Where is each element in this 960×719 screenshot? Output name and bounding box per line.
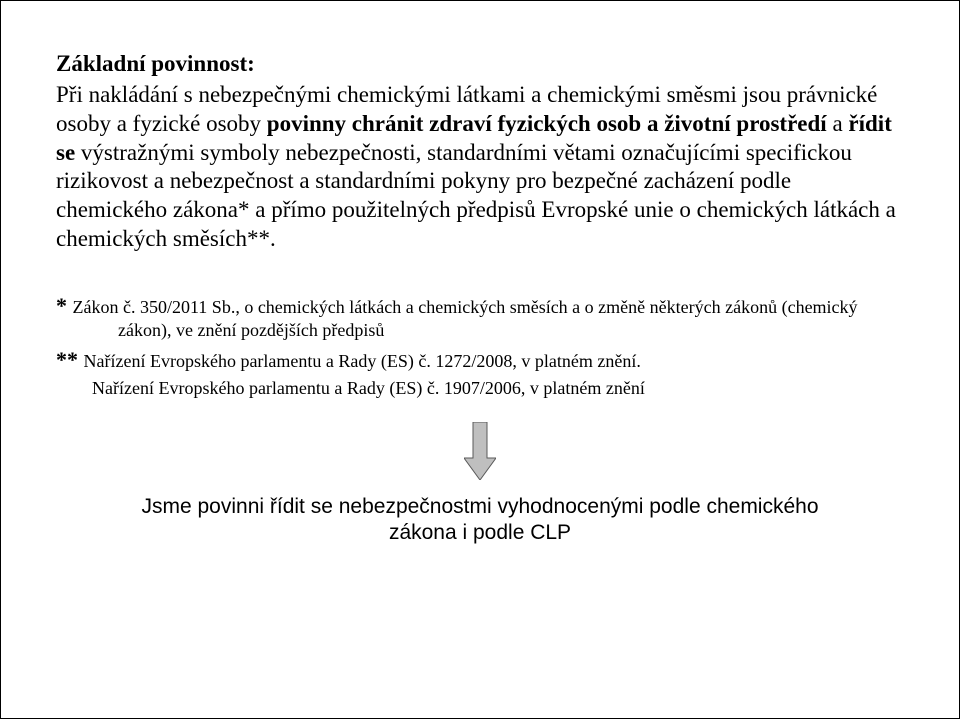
footnote-2-text: Nařízení Evropského parlamentu a Rady (E…	[84, 351, 641, 371]
heading: Základní povinnost:	[56, 51, 904, 77]
para-mid: a	[827, 111, 849, 136]
footnote-1-text: Zákon č. 350/2011 Sb., o chemických látk…	[73, 297, 858, 341]
main-paragraph: Při nakládání s nebezpečnými chemickými …	[56, 81, 904, 254]
down-arrow-icon	[464, 422, 496, 480]
para-bold-1: povinny chránit zdraví fyzických osob a …	[267, 111, 827, 136]
footnote-2-star: **	[56, 347, 84, 372]
para-suffix: výstražnými symboly nebezpečnosti, stand…	[56, 140, 896, 251]
document-body: Základní povinnost: Při nakládání s nebe…	[1, 1, 959, 547]
arrow-container	[56, 422, 904, 480]
footnote-2: ** Nařízení Evropského parlamentu a Rady…	[56, 346, 904, 374]
down-arrow-path	[464, 422, 496, 480]
closing-text: Jsme povinni řídit se nebezpečnostmi vyh…	[56, 494, 904, 548]
footnote-1: * Zákon č. 350/2011 Sb., o chemických lá…	[56, 292, 904, 342]
footnote-1-star: *	[56, 293, 73, 318]
footnote-3: Nařízení Evropského parlamentu a Rady (E…	[56, 377, 904, 400]
footnote-3-text: Nařízení Evropského parlamentu a Rady (E…	[92, 378, 645, 398]
